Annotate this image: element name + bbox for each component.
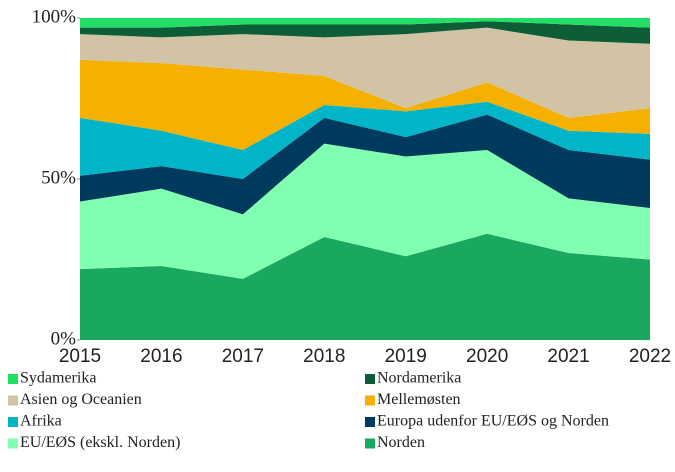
area [80,101,650,179]
legend-swatch [365,374,375,384]
legend-label: Sydamerika [20,370,96,387]
legend-swatch [365,417,375,427]
x-tick-label: 2022 [629,346,671,367]
y-tick-label: 0% [51,328,77,349]
legend-label: Nordamerika [377,370,461,387]
legend-label: Afrika [20,413,62,430]
x-tick-label: 2015 [59,346,101,367]
legend-swatch [365,438,375,449]
area [80,143,650,279]
legend-label: EU/EØS (ekskl. Norden) [20,434,180,451]
area [80,114,650,215]
legend-label: Europa udenfor EU/EØS og Norden [377,413,609,430]
area [80,59,650,151]
x-tick-label: 2021 [547,346,589,367]
area [80,18,650,28]
x-tick-label: 2019 [385,346,427,367]
legend-label: Asien og Oceanien [20,391,142,408]
area [80,21,650,44]
y-tick-label: 100% [32,6,77,27]
x-tick-label: 2017 [222,346,264,367]
x-tick-label: 2018 [303,346,345,367]
legend-label: Mellemøsten [377,391,461,408]
legend-swatch [8,374,18,384]
area [80,233,650,340]
area [80,27,650,118]
x-tick-label: 2016 [140,346,182,367]
y-tick-label: 50% [41,167,76,188]
x-tick-label: 2020 [466,346,508,367]
legend-swatch [8,438,18,449]
legend-swatch [365,395,375,406]
legend-swatch [8,395,18,406]
legend-label: Norden [377,434,425,451]
legend-swatch [8,417,18,427]
